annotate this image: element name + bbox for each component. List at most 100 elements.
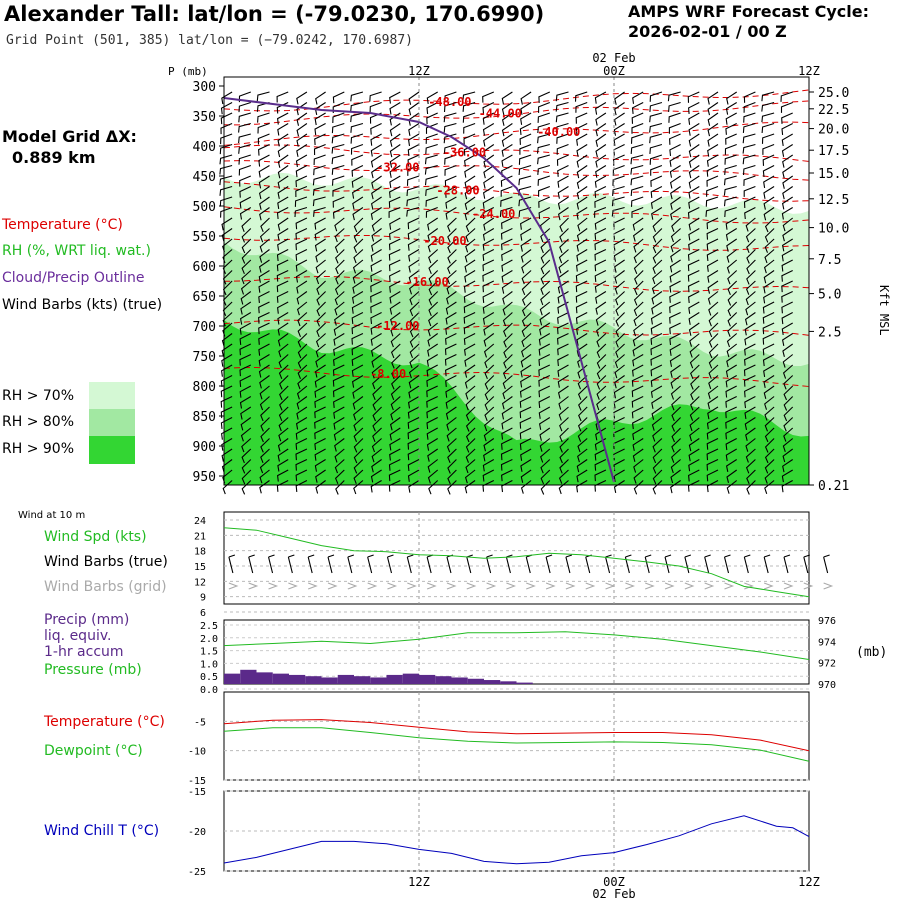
wind-barb xyxy=(596,333,607,348)
wind-barb xyxy=(688,165,700,179)
wind-barb xyxy=(334,438,345,452)
wind-barb xyxy=(501,270,513,283)
wind-barb xyxy=(596,375,607,390)
wind-barb xyxy=(221,427,233,440)
wind-barb xyxy=(390,396,401,411)
wind-barb xyxy=(462,101,476,112)
wind-barb xyxy=(239,343,252,356)
wind-barb xyxy=(688,123,700,136)
wind-barb xyxy=(334,301,345,316)
wind-barb xyxy=(503,322,513,338)
wind-barb xyxy=(332,112,345,124)
wind-barb xyxy=(425,143,438,155)
wind-barb xyxy=(258,165,270,178)
wind-barb xyxy=(595,427,607,441)
wind-barb xyxy=(519,123,532,135)
wind-barb xyxy=(314,112,326,126)
wind-barb xyxy=(633,322,644,337)
wind-barb xyxy=(706,448,719,461)
wind-barb xyxy=(539,322,551,336)
isotherm-label: -44.00 xyxy=(479,107,522,121)
wind-barb xyxy=(725,112,737,125)
wind-barb xyxy=(258,354,270,367)
wind-barb xyxy=(279,385,289,401)
wind-barb xyxy=(219,175,233,186)
wind-barb xyxy=(427,343,439,357)
wind-barb xyxy=(634,280,644,296)
wind-barb xyxy=(670,249,681,263)
xsec-frame xyxy=(223,76,810,486)
wind-barb xyxy=(407,228,420,240)
wind-barb xyxy=(443,122,457,133)
wind-barb-grid xyxy=(585,582,596,590)
wind-barb xyxy=(258,301,270,314)
wind-barb xyxy=(557,312,569,324)
wind-barb xyxy=(464,186,476,200)
wind-barb xyxy=(258,259,270,273)
wind-barb xyxy=(241,217,252,233)
wind-barb xyxy=(351,375,364,388)
wind-barb xyxy=(521,312,532,327)
wind-barb xyxy=(595,144,607,158)
wind-barb xyxy=(502,385,513,400)
wind-barb xyxy=(723,185,737,196)
wind-barb xyxy=(239,186,252,198)
wind-barb xyxy=(652,438,663,453)
wind-barb-true xyxy=(565,554,573,574)
wind-barb xyxy=(389,154,401,168)
wind-barb xyxy=(502,312,513,327)
wind-tick-label: 21 xyxy=(194,531,206,542)
wind-barb xyxy=(444,175,457,187)
wind-barb xyxy=(314,123,326,136)
wind-barb xyxy=(764,438,775,453)
wind-barb xyxy=(743,185,756,197)
wind-barb xyxy=(594,249,607,261)
wind-barb xyxy=(595,112,607,126)
wind-barb xyxy=(501,417,513,430)
wind-barb xyxy=(538,417,551,430)
wind-barb xyxy=(257,133,270,145)
wind-barb xyxy=(518,164,532,176)
wind-speed-line xyxy=(223,527,810,598)
wind-barb xyxy=(316,280,326,296)
wind-barb xyxy=(707,406,719,420)
time-label-12z-bottom-b: 12Z xyxy=(798,875,820,889)
wind-barb xyxy=(277,448,289,462)
wind-barb xyxy=(652,249,663,264)
wind-barb xyxy=(482,228,495,241)
wind-barb xyxy=(576,459,588,473)
wind-barb xyxy=(743,175,756,186)
wind-barb xyxy=(668,101,681,112)
wind-barb xyxy=(314,396,326,408)
wind-barb-grid xyxy=(486,582,497,590)
wind-barb xyxy=(670,375,681,389)
wind-barb xyxy=(746,469,756,485)
wind-barb xyxy=(482,102,495,114)
wind-barb xyxy=(389,301,401,315)
wind-barb xyxy=(315,249,326,263)
wind-barb xyxy=(259,207,270,221)
wind-barb xyxy=(762,322,775,335)
wind-barb xyxy=(334,217,345,232)
precip-tick-label: 1.5 xyxy=(200,647,218,658)
wind-barb xyxy=(744,343,756,356)
wind-barb xyxy=(428,270,439,285)
wind-barb xyxy=(316,322,326,338)
wind-barb xyxy=(334,280,345,296)
wind-barb xyxy=(706,217,719,230)
wind-barb xyxy=(353,459,364,474)
wind-barb xyxy=(391,375,401,390)
wind-barb xyxy=(688,112,700,125)
wind-barb xyxy=(238,112,251,123)
wind-barb xyxy=(484,385,495,401)
rh-region-rh90 xyxy=(224,320,809,485)
wind-barb xyxy=(444,154,457,165)
wind-barb xyxy=(725,406,737,419)
wind-barb xyxy=(520,91,532,105)
wind-barb xyxy=(332,196,345,208)
wind-barb xyxy=(781,270,793,282)
wind-barb xyxy=(743,91,756,103)
wind-barb xyxy=(276,91,289,103)
wind-barb xyxy=(649,101,663,112)
wind-barb xyxy=(671,438,681,453)
